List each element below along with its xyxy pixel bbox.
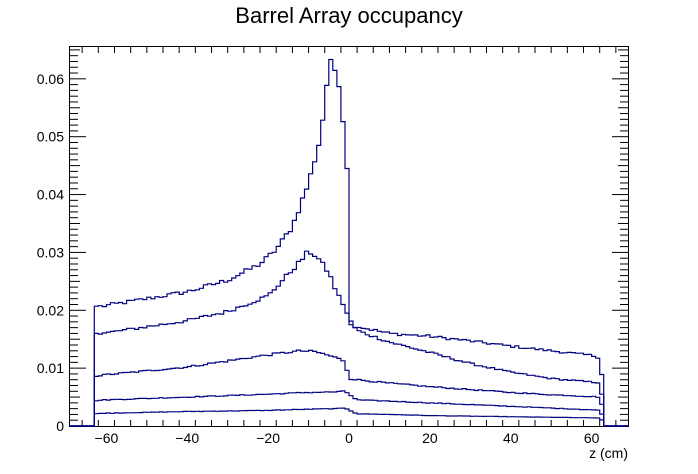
x-tick-label: 40 xyxy=(503,430,519,446)
x-tick-label: −20 xyxy=(256,430,280,446)
y-axis: 0 0.01 0.02 0.03 0.04 0.05 0.06 xyxy=(37,49,628,434)
y-tick-label: 0 xyxy=(56,418,64,434)
x-tick-label: 20 xyxy=(422,430,438,446)
chart-title: Barrel Array occupancy xyxy=(235,3,463,28)
y-tick-label: 0.05 xyxy=(37,129,64,145)
x-axis-label: z (cm) xyxy=(589,445,628,461)
y-tick-label: 0.01 xyxy=(37,360,64,376)
x-tick-label: 60 xyxy=(584,430,600,446)
x-tick-label: 0 xyxy=(345,430,353,446)
histogram-series-line xyxy=(70,407,628,427)
x-tick-label: −40 xyxy=(175,430,199,446)
plot-frame xyxy=(69,46,629,427)
histogram-series-line xyxy=(70,349,628,427)
y-tick-label: 0.02 xyxy=(37,302,64,318)
y-tick-label: 0.06 xyxy=(37,71,64,87)
histogram-series-line xyxy=(70,58,628,427)
series-layer xyxy=(70,58,628,427)
y-tick-label: 0.03 xyxy=(37,244,64,260)
y-tick-label: 0.04 xyxy=(37,187,64,203)
x-axis: −60 −40 −20 0 20 40 60 xyxy=(81,47,617,446)
x-tick-label: −60 xyxy=(95,430,119,446)
histogram-series-line xyxy=(70,390,628,427)
histogram-series-line xyxy=(70,250,628,427)
